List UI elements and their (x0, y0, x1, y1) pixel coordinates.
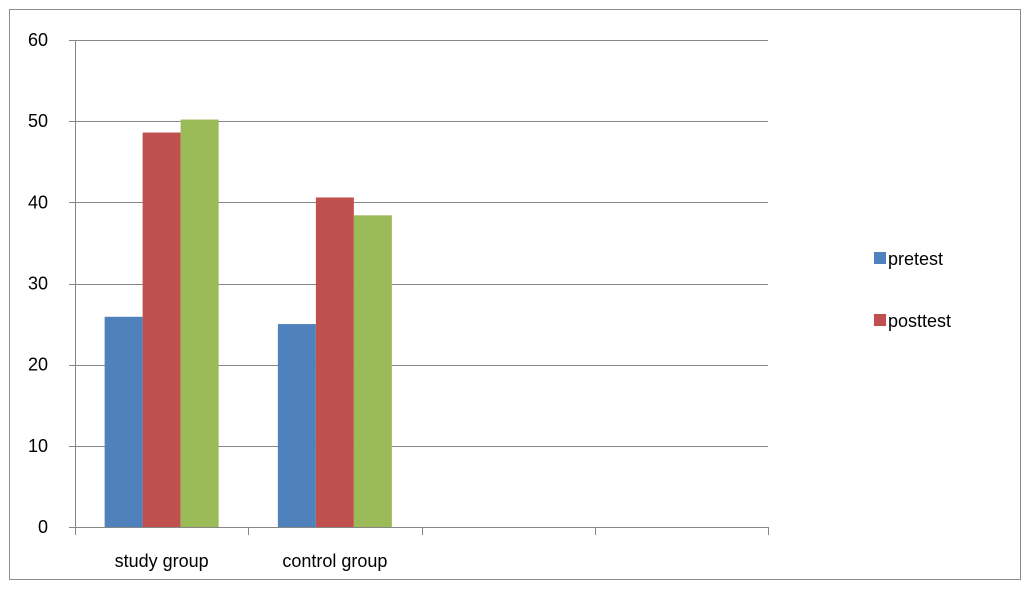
y-tick-label: 0 (38, 517, 48, 537)
axes (69, 40, 769, 535)
bars (104, 119, 392, 528)
bar-series-3-1 (180, 119, 219, 527)
y-tick-label: 60 (28, 30, 48, 50)
legend-swatch-posttest (874, 314, 886, 326)
legend-label-pretest: pretest (888, 249, 943, 269)
legend: pretest posttest (874, 249, 951, 331)
y-tick-label: 20 (28, 355, 48, 375)
y-tick-label: 50 (28, 111, 48, 131)
x-tick-label: study group (115, 551, 209, 571)
legend-label-posttest: posttest (888, 311, 951, 331)
x-axis-tick-labels: study group control group (115, 551, 388, 571)
bar-series-3-2 (353, 215, 392, 527)
x-tick-label: control group (282, 551, 387, 571)
bar-posttest-2 (315, 197, 354, 528)
bar-posttest-1 (142, 132, 181, 527)
y-tick-label: 10 (28, 436, 48, 456)
y-axis-tick-labels: 0 10 20 30 40 50 60 (28, 30, 48, 537)
legend-swatch-pretest (874, 252, 886, 264)
y-tick-label: 40 (28, 192, 48, 212)
y-tick-label: 30 (28, 274, 48, 294)
bar-pretest-1 (104, 316, 143, 527)
bar-pretest-2 (277, 324, 316, 527)
